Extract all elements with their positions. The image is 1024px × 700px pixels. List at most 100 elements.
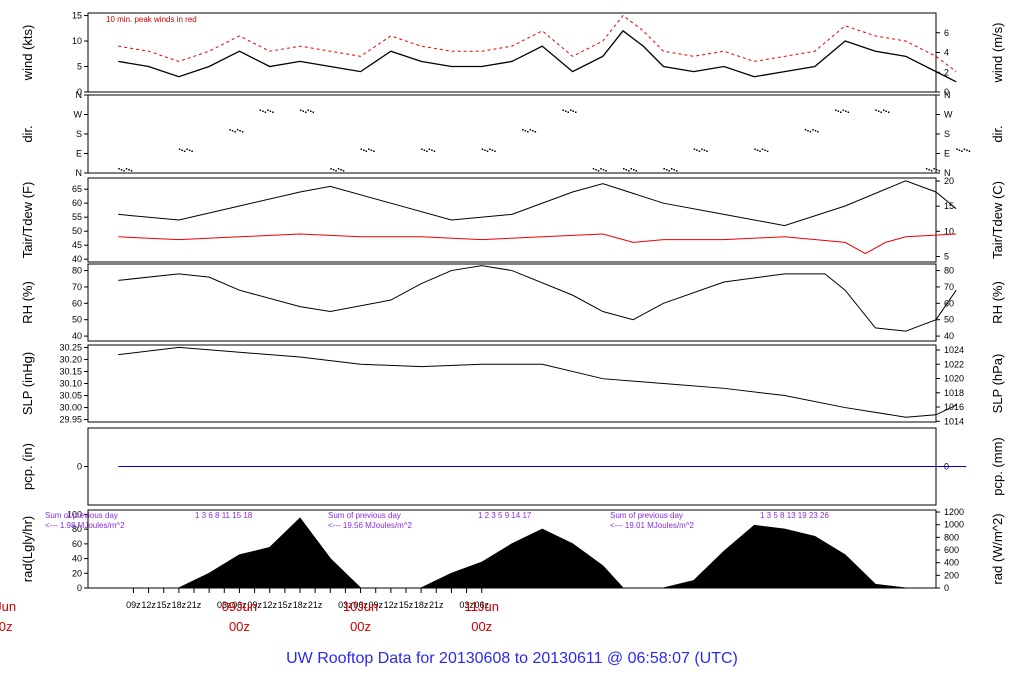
dir-point: [814, 130, 817, 132]
dir-point: [433, 150, 436, 152]
xtick-label: 12z: [262, 600, 277, 610]
ytick-label-right: 1020: [944, 374, 964, 384]
ylabel-left: dir.: [20, 125, 35, 142]
dir-point: [305, 111, 307, 113]
ytick-label: 30.00: [59, 403, 82, 413]
ytick-label: 30.05: [59, 391, 82, 401]
ytick-label-right: 2: [944, 67, 949, 77]
dir-point: [373, 150, 375, 152]
dir-point: [963, 148, 966, 150]
ytick-label: 20: [72, 568, 82, 578]
dir-point: [264, 111, 267, 113]
panel-sea_level_pressure: 29.95 30.00 30.05 30.10 30.15 30.20 30.25 1014 1…: [20, 342, 1005, 426]
dir-point: [370, 149, 373, 151]
dir-point: [360, 148, 363, 150]
ytick-label: 0: [77, 583, 82, 593]
dir-point: [935, 169, 938, 171]
dir-point: [368, 148, 370, 150]
ytick-label: 100: [67, 509, 82, 519]
panel-frame: [87, 263, 937, 342]
dir-point: [335, 170, 337, 172]
dir-point: [534, 131, 537, 133]
dir-point: [842, 109, 845, 111]
dir-point: [310, 110, 312, 112]
dir-point: [668, 170, 670, 172]
ylabel-right: Tair/Tdew (C): [990, 181, 1005, 259]
dir-point: [766, 150, 769, 152]
dir-point: [522, 129, 524, 131]
rad-annotation-sum: <--- 19.01 MJoules/m^2: [610, 521, 695, 530]
dir-point: [675, 170, 678, 172]
ytick-label-right: 1018: [944, 388, 964, 398]
day-label-date: 8Jun: [0, 599, 16, 614]
dir-point: [307, 109, 309, 111]
ytick-label-right: 70: [944, 282, 954, 292]
day-label-date: 09Jun: [222, 599, 257, 614]
ytick-label-right: 400: [944, 558, 959, 568]
dir-point: [123, 170, 125, 172]
day-label-hour: 00z: [471, 619, 492, 634]
xtick-label: 15z: [399, 600, 414, 610]
rad-annotation-hours: 1 2 3 5 9 14 17: [478, 511, 532, 520]
xtick-label: 09z: [247, 600, 262, 610]
dir-point: [272, 111, 274, 113]
xtick-label: 21z: [429, 600, 444, 610]
ytick-label: 80: [72, 524, 82, 534]
dir-point: [880, 111, 882, 113]
ytick-label-right: 800: [944, 532, 959, 542]
dir-point: [592, 168, 595, 170]
dir-point: [236, 129, 239, 131]
ylabel-right: wind (m/s): [990, 23, 1005, 84]
dir-point: [494, 150, 496, 152]
dir-point: [231, 130, 234, 132]
ytick-label-right: 60: [944, 298, 954, 308]
dir-point: [663, 168, 665, 170]
dir-point: [340, 169, 342, 171]
dir-point: [670, 168, 673, 170]
panel-frame: [87, 344, 937, 423]
dir-point: [572, 110, 574, 112]
rad-annotation-title: Sum of previous day: [45, 511, 118, 520]
dir-point: [181, 149, 183, 151]
dir-point: [431, 149, 433, 151]
dir-point: [817, 131, 819, 133]
dir-point: [701, 148, 703, 150]
dir-point: [489, 148, 491, 150]
ytick-label-right: 10: [944, 226, 954, 236]
ylabel-right: RH (%): [990, 281, 1005, 324]
dir-point: [567, 111, 569, 113]
dir-point: [262, 110, 264, 112]
ytick-label-right: N: [944, 168, 951, 178]
dir-point: [625, 169, 628, 171]
ytick-label-right: 1000: [944, 520, 964, 530]
dir-point: [807, 130, 809, 132]
dir-point: [693, 148, 696, 150]
ytick-label-right: 200: [944, 570, 959, 580]
dir-point: [968, 150, 971, 152]
ylabel-left: wind (kts): [20, 25, 35, 82]
dir-point: [933, 168, 935, 170]
dir-point: [178, 148, 181, 150]
ytick-label-right: 1016: [944, 402, 964, 412]
ylabel-right: dir.: [990, 125, 1005, 142]
ytick-label-right: 50: [944, 315, 954, 325]
dir-point: [812, 129, 814, 131]
dir-point: [877, 110, 880, 112]
ytick-label-right: 4: [944, 48, 949, 58]
ytick-label: 30.15: [59, 366, 82, 376]
ytick-label: W: [74, 110, 83, 120]
ytick-label: 30.20: [59, 354, 82, 364]
ytick-label: 50: [72, 226, 82, 236]
ytick-label: 0: [77, 462, 82, 472]
dir-point: [120, 169, 123, 171]
dir-point: [764, 149, 766, 151]
ytick-label: 30.25: [59, 342, 82, 352]
dir-point: [754, 148, 756, 150]
dir-point: [564, 110, 567, 112]
day-label-hour: 00z: [350, 619, 371, 634]
xtick-label: 03z: [217, 600, 232, 610]
dir-point: [956, 148, 958, 150]
panel-frame: [87, 177, 937, 263]
xtick-label: 21z: [308, 600, 323, 610]
xtick-label: 06z: [474, 600, 489, 610]
